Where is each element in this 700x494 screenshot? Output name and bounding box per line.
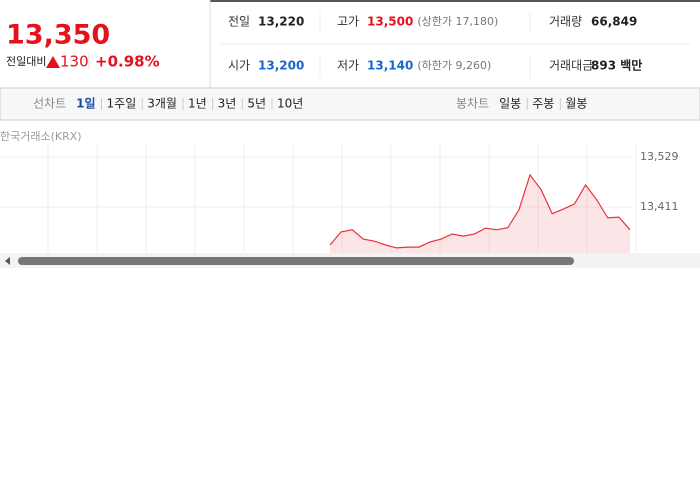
chart-source: 한국거래소(KRX) [0, 130, 82, 143]
tab[interactable]: 3개월 [147, 97, 177, 111]
tab-group-label: 선차트 [33, 97, 66, 111]
tab[interactable]: 주봉 [532, 97, 554, 111]
stat-label: 거래대금 [549, 59, 593, 73]
tab-bar [0, 87, 700, 121]
tab[interactable]: 1주일 [107, 97, 137, 111]
stat-value: 893 백만 [591, 58, 642, 73]
y-tick-label: 13,529 [640, 150, 679, 163]
up-arrow [46, 56, 60, 68]
stat-note: (상한가 17,180) [417, 15, 498, 28]
y-tick-label: 13,411 [640, 200, 679, 213]
tab[interactable]: 1일 [76, 97, 95, 111]
scroll-left[interactable] [5, 257, 10, 265]
change-label: 전일대비 [6, 54, 46, 68]
tab[interactable]: 3년 [218, 97, 237, 111]
line [329, 173, 631, 249]
stat-value: 13,140 [367, 59, 413, 73]
stat-label: 고가 [337, 15, 359, 29]
stat-value: 13,200 [258, 59, 304, 73]
stat-label: 거래량 [549, 15, 582, 29]
stat-value: 13,220 [258, 15, 304, 29]
tab[interactable]: 5년 [247, 97, 266, 111]
tab-group-label: 봉차트 [456, 97, 489, 111]
tab[interactable]: 월봉 [565, 97, 587, 111]
tab[interactable]: 1년 [188, 97, 207, 111]
stat-value: 13,500 [367, 15, 413, 29]
tab[interactable]: 일봉 [499, 97, 521, 111]
scrollbar-thumb[interactable] [18, 257, 574, 265]
tab[interactable]: 10년 [277, 97, 303, 111]
chart: 13,529 13,411 [0, 150, 679, 253]
change-rate: +0.98% [95, 53, 160, 71]
stat-label: 저가 [337, 59, 359, 73]
price: 13,350 [6, 20, 110, 51]
stat-label: 시가 [228, 59, 250, 73]
area [330, 174, 630, 253]
stats: 전일 13,220 고가 13,500 (상한가 17,180) 거래량 66,849 시가 1… [228, 15, 642, 73]
change: 130 [60, 53, 89, 71]
tabs: 선차트 1일 1주일 3개월 1년 3년 5년 10년 봉차트 일봉 주봉 월봉 [33, 97, 587, 111]
stat-note: (하한가 9,260) [417, 58, 491, 72]
vertical-grid [47, 145, 637, 253]
stat-value: 66,849 [591, 15, 637, 29]
stat-label: 전일 [228, 15, 250, 29]
